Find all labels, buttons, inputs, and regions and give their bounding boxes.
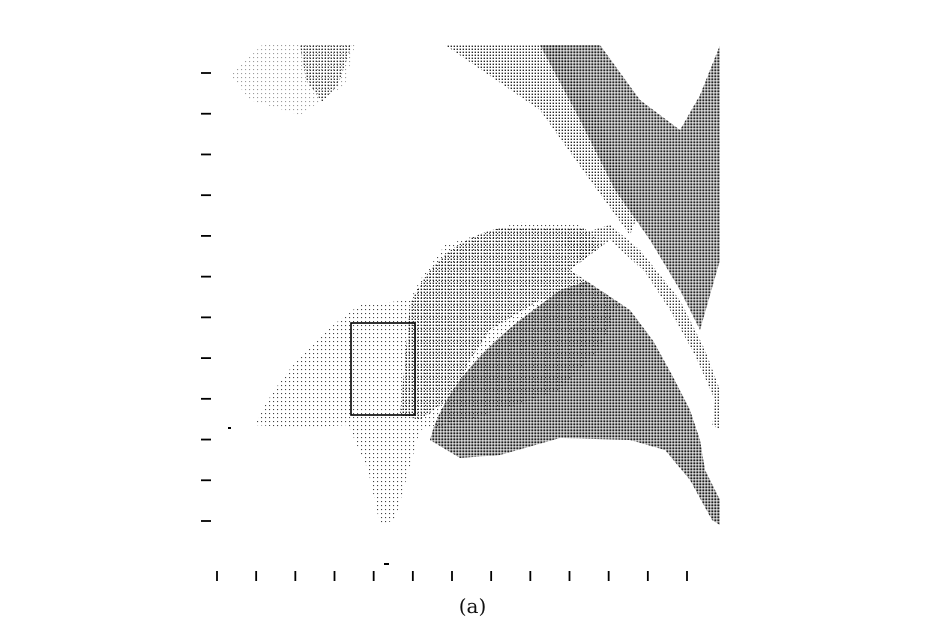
density-field [230, 45, 720, 525]
white-gap [570, 240, 715, 430]
dark-lobe-top [300, 45, 352, 102]
stray-dot-bottom [384, 563, 389, 565]
dark-lower-region [430, 280, 720, 525]
figure-caption: (a) [458, 594, 487, 618]
streak-upper-right-2 [540, 45, 720, 330]
bottom-axis-ticks [216, 571, 688, 581]
selection-box [350, 322, 416, 416]
medium-central-region [400, 228, 605, 420]
left-axis-ticks [201, 72, 211, 522]
stray-dot-left [228, 427, 231, 429]
